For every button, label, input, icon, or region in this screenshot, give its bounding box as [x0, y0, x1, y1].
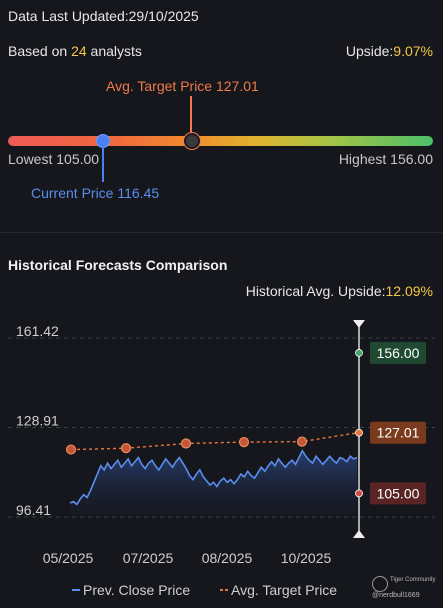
y-tick-label: 161.42 — [16, 323, 59, 339]
legend-target-label: Avg. Target Price — [231, 582, 337, 598]
low-target-badge — [370, 482, 426, 505]
chart-grid — [8, 337, 435, 518]
upside-value: 9.07% — [393, 43, 433, 59]
based-prefix: Based on — [8, 43, 68, 59]
close-price-line — [69, 449, 358, 506]
current-price-stem — [102, 146, 104, 182]
x-tick-label: 08/2025 — [202, 550, 253, 566]
x-tick-label: 07/2025 — [123, 550, 174, 566]
low-target-value: 105.00 — [377, 485, 420, 501]
analyst-count: 24 — [71, 43, 87, 59]
x-axis-labels: 05/2025 07/2025 08/2025 10/2025 — [43, 550, 332, 566]
target-price-points — [65, 436, 308, 455]
y-axis-labels: 161.42 128.91 96.41 — [16, 323, 59, 518]
highest-label: Highest 156.00 — [338, 151, 433, 167]
historical-forecast-chart: 161.42 128.91 96.41 05/2025 07/2025 08/2025 1… — [8, 320, 435, 598]
cursor-top-arrow-icon — [353, 320, 365, 328]
y-tick-label: 96.41 — [16, 502, 51, 518]
target-price-line — [70, 432, 359, 451]
cursor-bottom-arrow-icon — [353, 530, 365, 538]
section-divider — [0, 232, 443, 233]
avg-target-stem — [190, 96, 192, 136]
watermark-brand: Tiger Community — [390, 577, 436, 583]
upside: Upside:9.07% — [346, 43, 433, 59]
updated-label: Data Last Updated: — [8, 8, 129, 24]
data-updated: Data Last Updated:29/10/2025 — [8, 8, 199, 24]
x-tick-label: 05/2025 — [43, 550, 94, 566]
high-target-value: 156.00 — [377, 345, 420, 361]
target-price-point — [238, 437, 250, 448]
lowest-label: Lowest 105.00 — [8, 151, 100, 167]
chart-legend: Prev. Close Price Avg. Target Price — [72, 582, 337, 598]
current-price-label: Current Price 116.45 — [31, 185, 160, 201]
historical-upside: Historical Avg. Upside:12.09% — [246, 283, 433, 299]
end-markers: 156.00 127.01 105.00 — [355, 341, 426, 505]
upside-label: Upside: — [345, 43, 394, 59]
target-price-point — [296, 436, 308, 447]
based-suffix: analysts — [90, 43, 142, 59]
target-price-point — [120, 443, 132, 454]
high-target-badge — [370, 341, 426, 364]
avg-target-label: Avg. Target Price 127.01 — [106, 78, 259, 94]
price-range-bar — [8, 136, 433, 146]
updated-date: 29/10/2025 — [128, 8, 199, 24]
target-price-point — [180, 438, 192, 449]
avg-target-value: 127.01 — [377, 425, 420, 441]
history-title: Historical Forecasts Comparison — [8, 257, 228, 273]
historical-upside-label: Historical Avg. Upside: — [245, 283, 386, 299]
x-tick-label: 10/2025 — [281, 550, 332, 566]
y-tick-label: 128.91 — [16, 413, 59, 429]
watermark-user: @nerdbull1669 — [372, 592, 420, 599]
tiger-logo-icon — [372, 576, 388, 592]
high-target-dot — [355, 349, 363, 357]
analyst-summary: Based on 24 analysts — [8, 43, 142, 59]
avg-target-dot — [355, 428, 363, 437]
avg-target-badge — [370, 421, 426, 444]
target-price-point — [65, 444, 77, 455]
avg-target-marker — [184, 133, 200, 149]
historical-upside-value: 12.09% — [385, 283, 433, 299]
low-target-dot — [355, 489, 363, 498]
legend-close-label: Prev. Close Price — [83, 582, 190, 598]
